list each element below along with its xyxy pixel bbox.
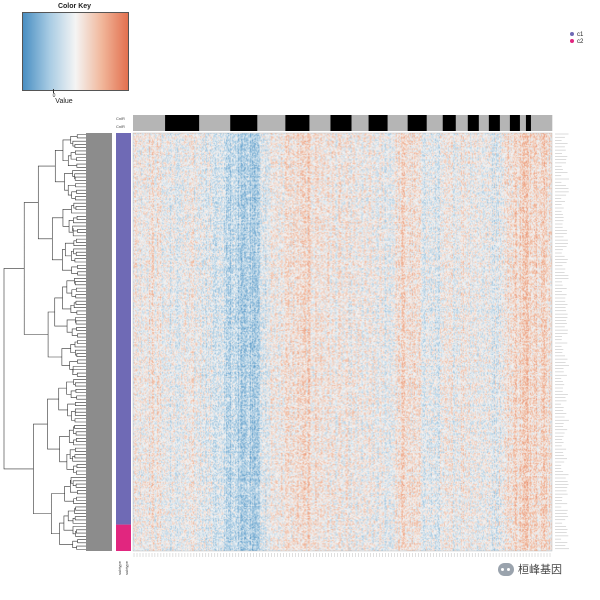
wechat-icon	[498, 562, 514, 576]
column-annotation-block	[426, 115, 444, 131]
column-annotation-block	[478, 115, 490, 131]
column-label-marks	[133, 553, 551, 557]
column-annotation-block	[230, 115, 258, 131]
watermark-text: 桓峰基因	[518, 564, 562, 576]
legend-dot-icon	[570, 39, 574, 44]
legend-item-c2: c2	[570, 39, 583, 46]
dendrogram-branches	[3, 134, 86, 550]
row-tick-marks	[86, 133, 112, 551]
column-annotation-block	[387, 115, 408, 131]
row-annotation-c1	[116, 133, 131, 525]
column-annotation-block	[488, 115, 501, 131]
column-annotation-block	[519, 115, 527, 131]
legend-dot-icon	[570, 32, 574, 37]
column-annotation-block	[199, 115, 231, 131]
column-annotation-block	[407, 115, 428, 131]
column-annotation-block	[530, 115, 553, 131]
color-key-title: Color Key	[57, 3, 92, 10]
color-key-tick	[53, 89, 54, 93]
column-annotation-block	[285, 115, 310, 131]
row-annotation-label: subtype	[117, 560, 122, 575]
row-annotation-label: subtype	[124, 560, 129, 575]
row-annotation-c2	[116, 524, 131, 551]
column-labels	[133, 553, 551, 557]
watermark: 桓峰基因	[498, 561, 562, 577]
column-annotation-label: CnlR	[116, 124, 125, 129]
column-annotation-block	[165, 115, 200, 131]
color-key-gradient	[22, 12, 129, 91]
row-tick-band	[86, 133, 112, 551]
row-annotation-bar	[116, 133, 131, 551]
legend-label: c2	[577, 39, 584, 45]
column-annotation-block	[133, 115, 166, 131]
legend-label: c1	[577, 32, 584, 38]
column-annotation-block	[309, 115, 331, 131]
row-label-marks	[555, 133, 569, 550]
legend-item-c1: c1	[570, 32, 583, 39]
column-annotation-bar	[133, 115, 553, 131]
column-annotation-block	[368, 115, 388, 131]
column-annotation-label: CnlR	[116, 116, 125, 121]
column-annotation-block	[499, 115, 511, 131]
color-key-value-label: Value	[55, 98, 73, 105]
heatmap-border	[132, 132, 553, 552]
row-dendrogram	[3, 134, 86, 550]
column-annotation-block	[330, 115, 352, 131]
heatmap-cells	[133, 133, 552, 551]
column-annotation-block	[455, 115, 469, 131]
column-annotation-block	[467, 115, 480, 131]
column-annotation-block	[509, 115, 521, 131]
column-annotation-block	[257, 115, 286, 131]
column-annotation-block	[525, 115, 532, 131]
color-key-zero-label: 0	[52, 93, 56, 99]
column-annotation-block	[351, 115, 369, 131]
row-labels	[555, 133, 569, 550]
column-annotation-block	[442, 115, 457, 131]
